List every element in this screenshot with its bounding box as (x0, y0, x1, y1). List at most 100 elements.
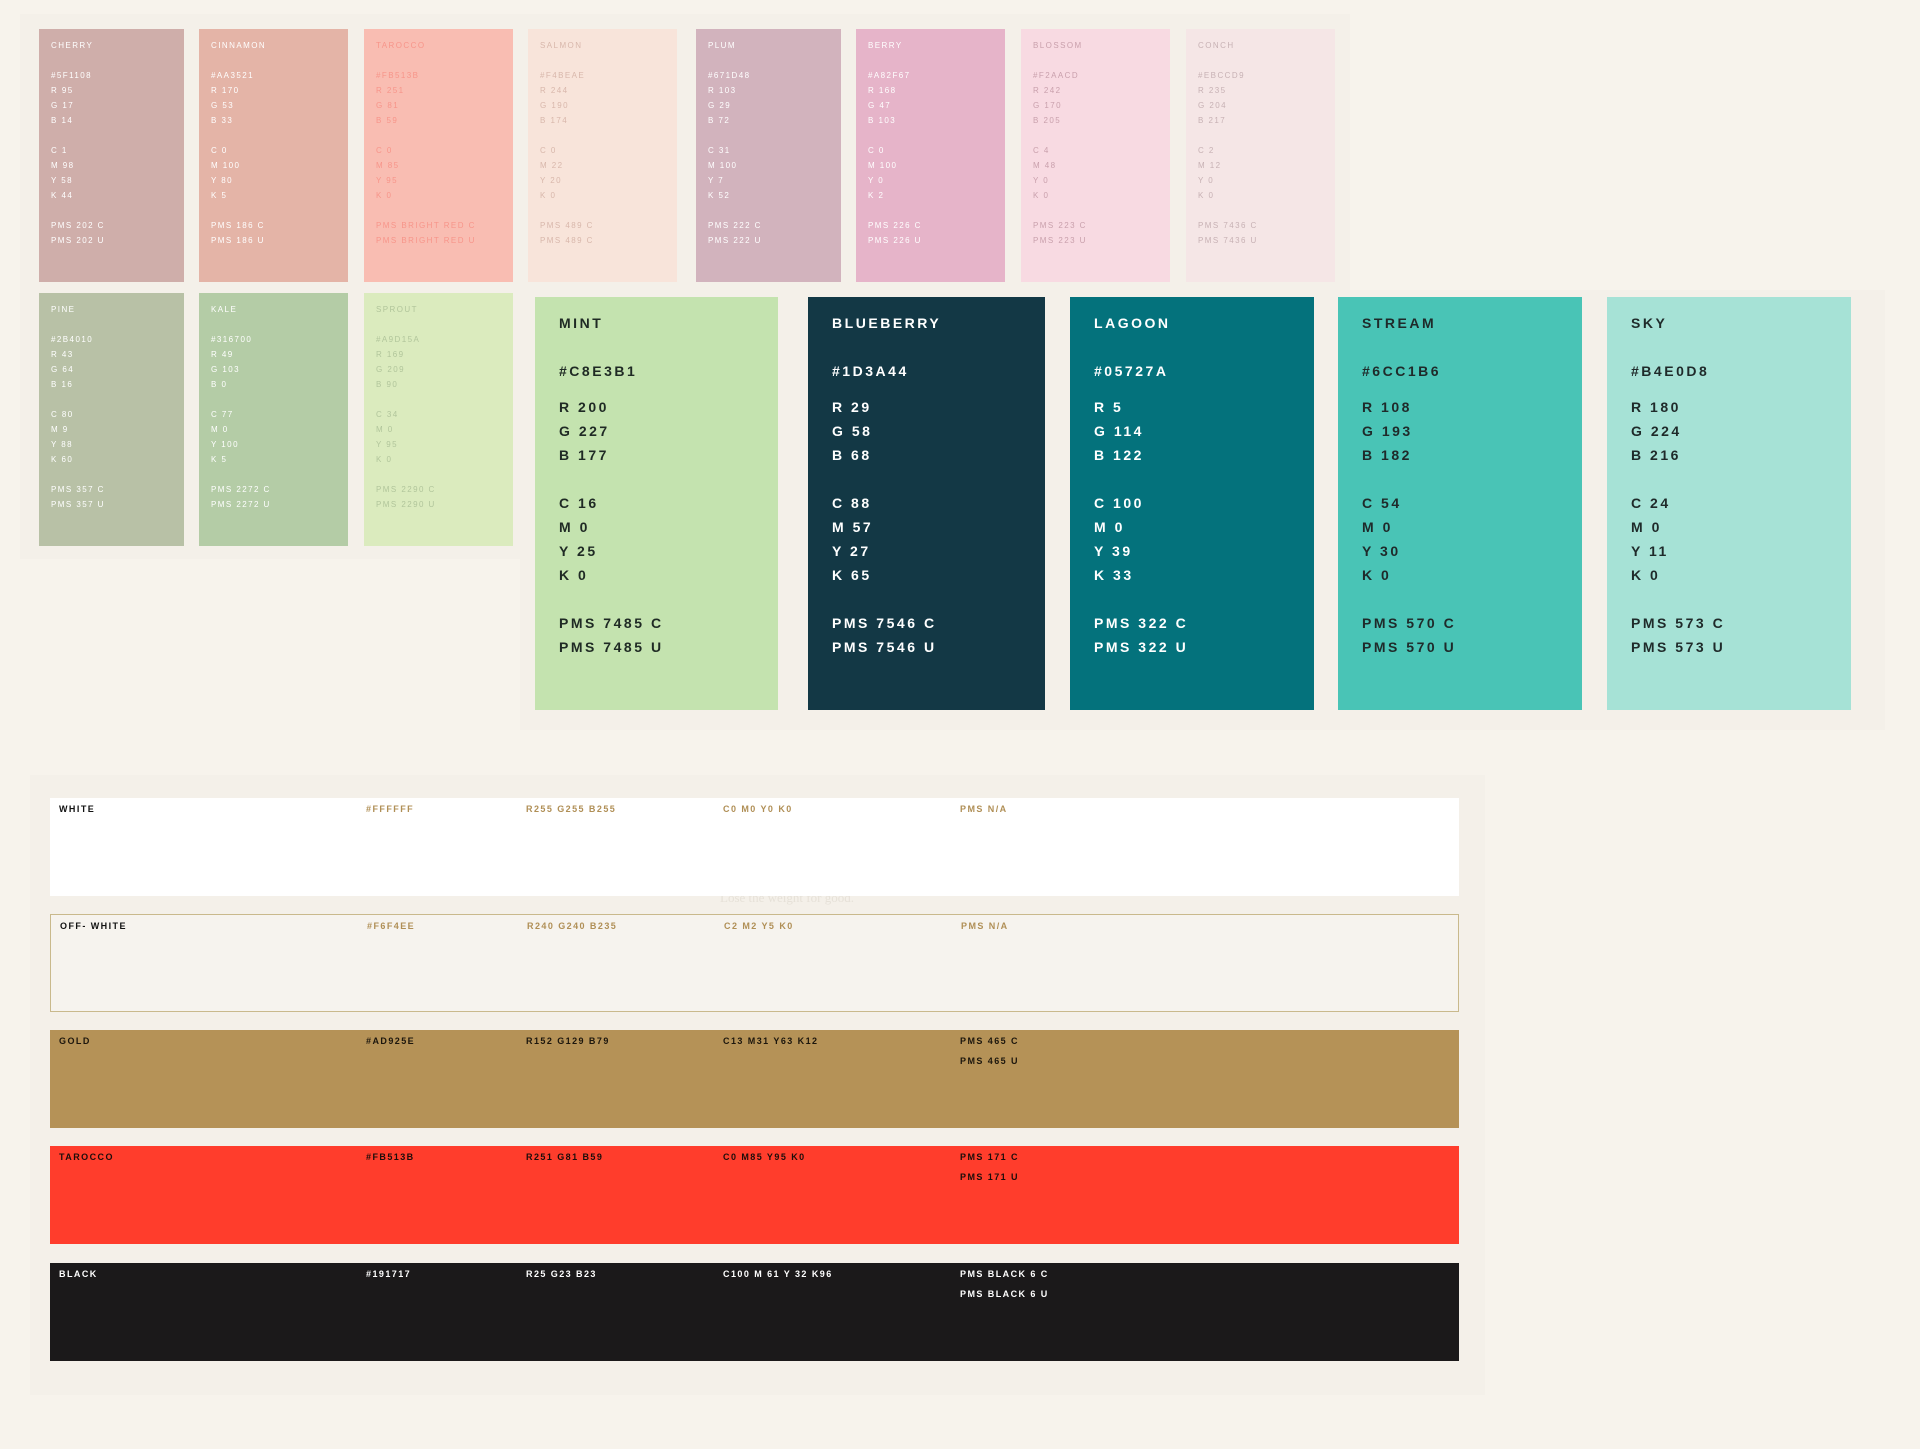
swatch-pine: PINE #2B4010 R 43 G 64 B 16 C 80 M 9 Y 88 K 60 PM… (39, 293, 184, 546)
swatch-cmyk-value: M 0 (559, 519, 590, 535)
spacer (868, 203, 993, 218)
swatch-cmyk-value: K 33 (1094, 567, 1134, 583)
neutral-strip-tarocco-strip: TAROCCO #FB513B R251 G81 B59 C0 M85 Y95 K0 P… (50, 1146, 1459, 1244)
spacer (376, 392, 501, 407)
swatch-cmyk-value: C 0 (540, 146, 557, 155)
swatch-rgb-value: B 122 (1094, 447, 1144, 463)
swatch-cmyk-value: Y 11 (1631, 543, 1669, 559)
swatch-rgb-value: B 0 (211, 380, 228, 389)
swatch-rgb-value: G 29 (708, 101, 732, 110)
swatch-cmyk-value: K 60 (51, 455, 74, 464)
swatch-rgb-value: R 170 (211, 86, 240, 95)
spacer (540, 128, 665, 143)
swatch-name: PLUM (708, 41, 736, 50)
swatch-cmyk-value: M 22 (540, 161, 564, 170)
swatch-rgb-value: G 53 (211, 101, 235, 110)
neutral-pms: PMS 465 U (960, 1056, 1019, 1066)
swatch-pms-value: PMS 357 C (51, 485, 105, 494)
spacer (708, 128, 829, 143)
spacer (376, 128, 501, 143)
swatch-cmyk-value: Y 30 (1362, 543, 1401, 559)
swatch-name: CHERRY (51, 41, 94, 50)
swatch-hex: #316700 (211, 335, 253, 344)
swatch-name: PINE (51, 305, 76, 314)
swatch-rgb-value: R 242 (1033, 86, 1062, 95)
swatch-cmyk-value: Y 100 (211, 440, 239, 449)
spacer (51, 128, 172, 143)
swatch-cmyk-value: C 4 (1033, 146, 1050, 155)
swatch-cmyk-value: K 2 (868, 191, 885, 200)
swatch-cmyk-value: C 54 (1362, 495, 1402, 511)
swatch-cmyk-value: C 77 (211, 410, 234, 419)
swatch-hex: #6CC1B6 (1362, 363, 1442, 379)
swatch-name: BLUEBERRY (832, 315, 942, 331)
swatch-rgb-value: G 224 (1631, 423, 1682, 439)
swatch-stream: STREAM #6CC1B6 R 108 G 193 B 182 C 54 M 0 Y 30 K… (1338, 297, 1582, 710)
swatch-cmyk-value: Y 58 (51, 176, 74, 185)
swatch-rgb-value: R 108 (1362, 399, 1412, 415)
neutral-pms: PMS N/A (960, 804, 1008, 814)
swatch-cmyk-value: Y 20 (540, 176, 563, 185)
swatch-rgb-value: B 217 (1198, 116, 1227, 125)
swatch-rgb-value: R 49 (211, 350, 234, 359)
neutral-name: WHITE (59, 804, 96, 814)
swatch-pms-value: PMS 222 U (708, 236, 762, 245)
swatch-cmyk-value: C 88 (832, 495, 872, 511)
swatch-hex: #C8E3B1 (559, 363, 638, 379)
swatch-pms-value: PMS 186 U (211, 236, 265, 245)
swatch-rgb-value: G 190 (540, 101, 569, 110)
swatch-cmyk-value: K 0 (1631, 567, 1661, 583)
swatch-pms-value: PMS 7436 C (1198, 221, 1258, 230)
neutral-pms: PMS 171 U (960, 1172, 1019, 1182)
swatch-pms-value: PMS 202 C (51, 221, 105, 230)
spacer (1198, 128, 1323, 143)
swatch-rgb-value: B 216 (1631, 447, 1681, 463)
swatch-hex: #A82F67 (868, 71, 911, 80)
neutral-hex: #FFFFFF (366, 804, 415, 814)
swatch-cmyk-value: K 0 (376, 455, 393, 464)
spacer (559, 587, 754, 611)
swatch-pms-value: PMS 202 U (51, 236, 105, 245)
neutral-strip-black: BLACK #191717 R25 G23 B23 C100 M 61 Y 32 K9… (50, 1263, 1459, 1361)
neutral-pms: PMS N/A (961, 921, 1009, 931)
swatch-cmyk-value: Y 95 (376, 440, 399, 449)
neutral-hex: #191717 (366, 1269, 412, 1279)
swatch-cherry: CHERRY #5F1108 R 95 G 17 B 14 C 1 M 98 Y 58 K 44… (39, 29, 184, 282)
swatch-name: CINNAMON (211, 41, 267, 50)
swatch-rgb-value: R 5 (1094, 399, 1124, 415)
swatch-pms-value: PMS 7546 C (832, 615, 937, 631)
swatch-cmyk-value: K 0 (1198, 191, 1215, 200)
swatch-rgb-value: B 59 (376, 116, 399, 125)
spacer (559, 467, 754, 491)
swatch-pms-value: PMS 223 U (1033, 236, 1087, 245)
swatch-hex: #FB513B (376, 71, 420, 80)
swatch-cmyk-value: M 100 (211, 161, 241, 170)
swatch-cmyk-value: K 0 (1362, 567, 1392, 583)
swatch-cmyk-value: Y 80 (211, 176, 234, 185)
spacer (1094, 467, 1290, 491)
swatch-cmyk-value: Y 88 (51, 440, 74, 449)
swatch-rgb-value: B 68 (832, 447, 872, 463)
swatch-pms-value: PMS 573 C (1631, 615, 1726, 631)
spacer (1631, 587, 1827, 611)
spacer (1094, 587, 1290, 611)
swatch-berry: BERRY #A82F67 R 168 G 47 B 103 C 0 M 100 Y 0 K 2… (856, 29, 1005, 282)
swatch-pms-value: PMS 222 C (708, 221, 762, 230)
spacer (211, 392, 336, 407)
swatch-pms-value: PMS 322 U (1094, 639, 1189, 655)
swatch-cmyk-value: M 48 (1033, 161, 1057, 170)
swatch-cmyk-value: C 0 (376, 146, 393, 155)
swatch-mint: MINT #C8E3B1 R 200 G 227 B 177 C 16 M 0 Y 25 K 0… (535, 297, 778, 710)
swatch-cmyk-value: C 0 (211, 146, 228, 155)
swatch-salmon: SALMON #F4BEAE R 244 G 190 B 174 C 0 M 22 Y 20 K… (528, 29, 677, 282)
swatch-hex: #A9D15A (376, 335, 421, 344)
swatch-name: STREAM (1362, 315, 1437, 331)
swatch-cmyk-value: M 9 (51, 425, 69, 434)
swatch-pms-value: PMS 223 C (1033, 221, 1087, 230)
swatch-rgb-value: G 193 (1362, 423, 1413, 439)
swatch-rgb-value: R 95 (51, 86, 74, 95)
swatch-rgb-value: B 205 (1033, 116, 1062, 125)
swatch-rgb-value: R 251 (376, 86, 405, 95)
neutral-hex: #AD925E (366, 1036, 416, 1046)
spacer (1631, 467, 1827, 491)
